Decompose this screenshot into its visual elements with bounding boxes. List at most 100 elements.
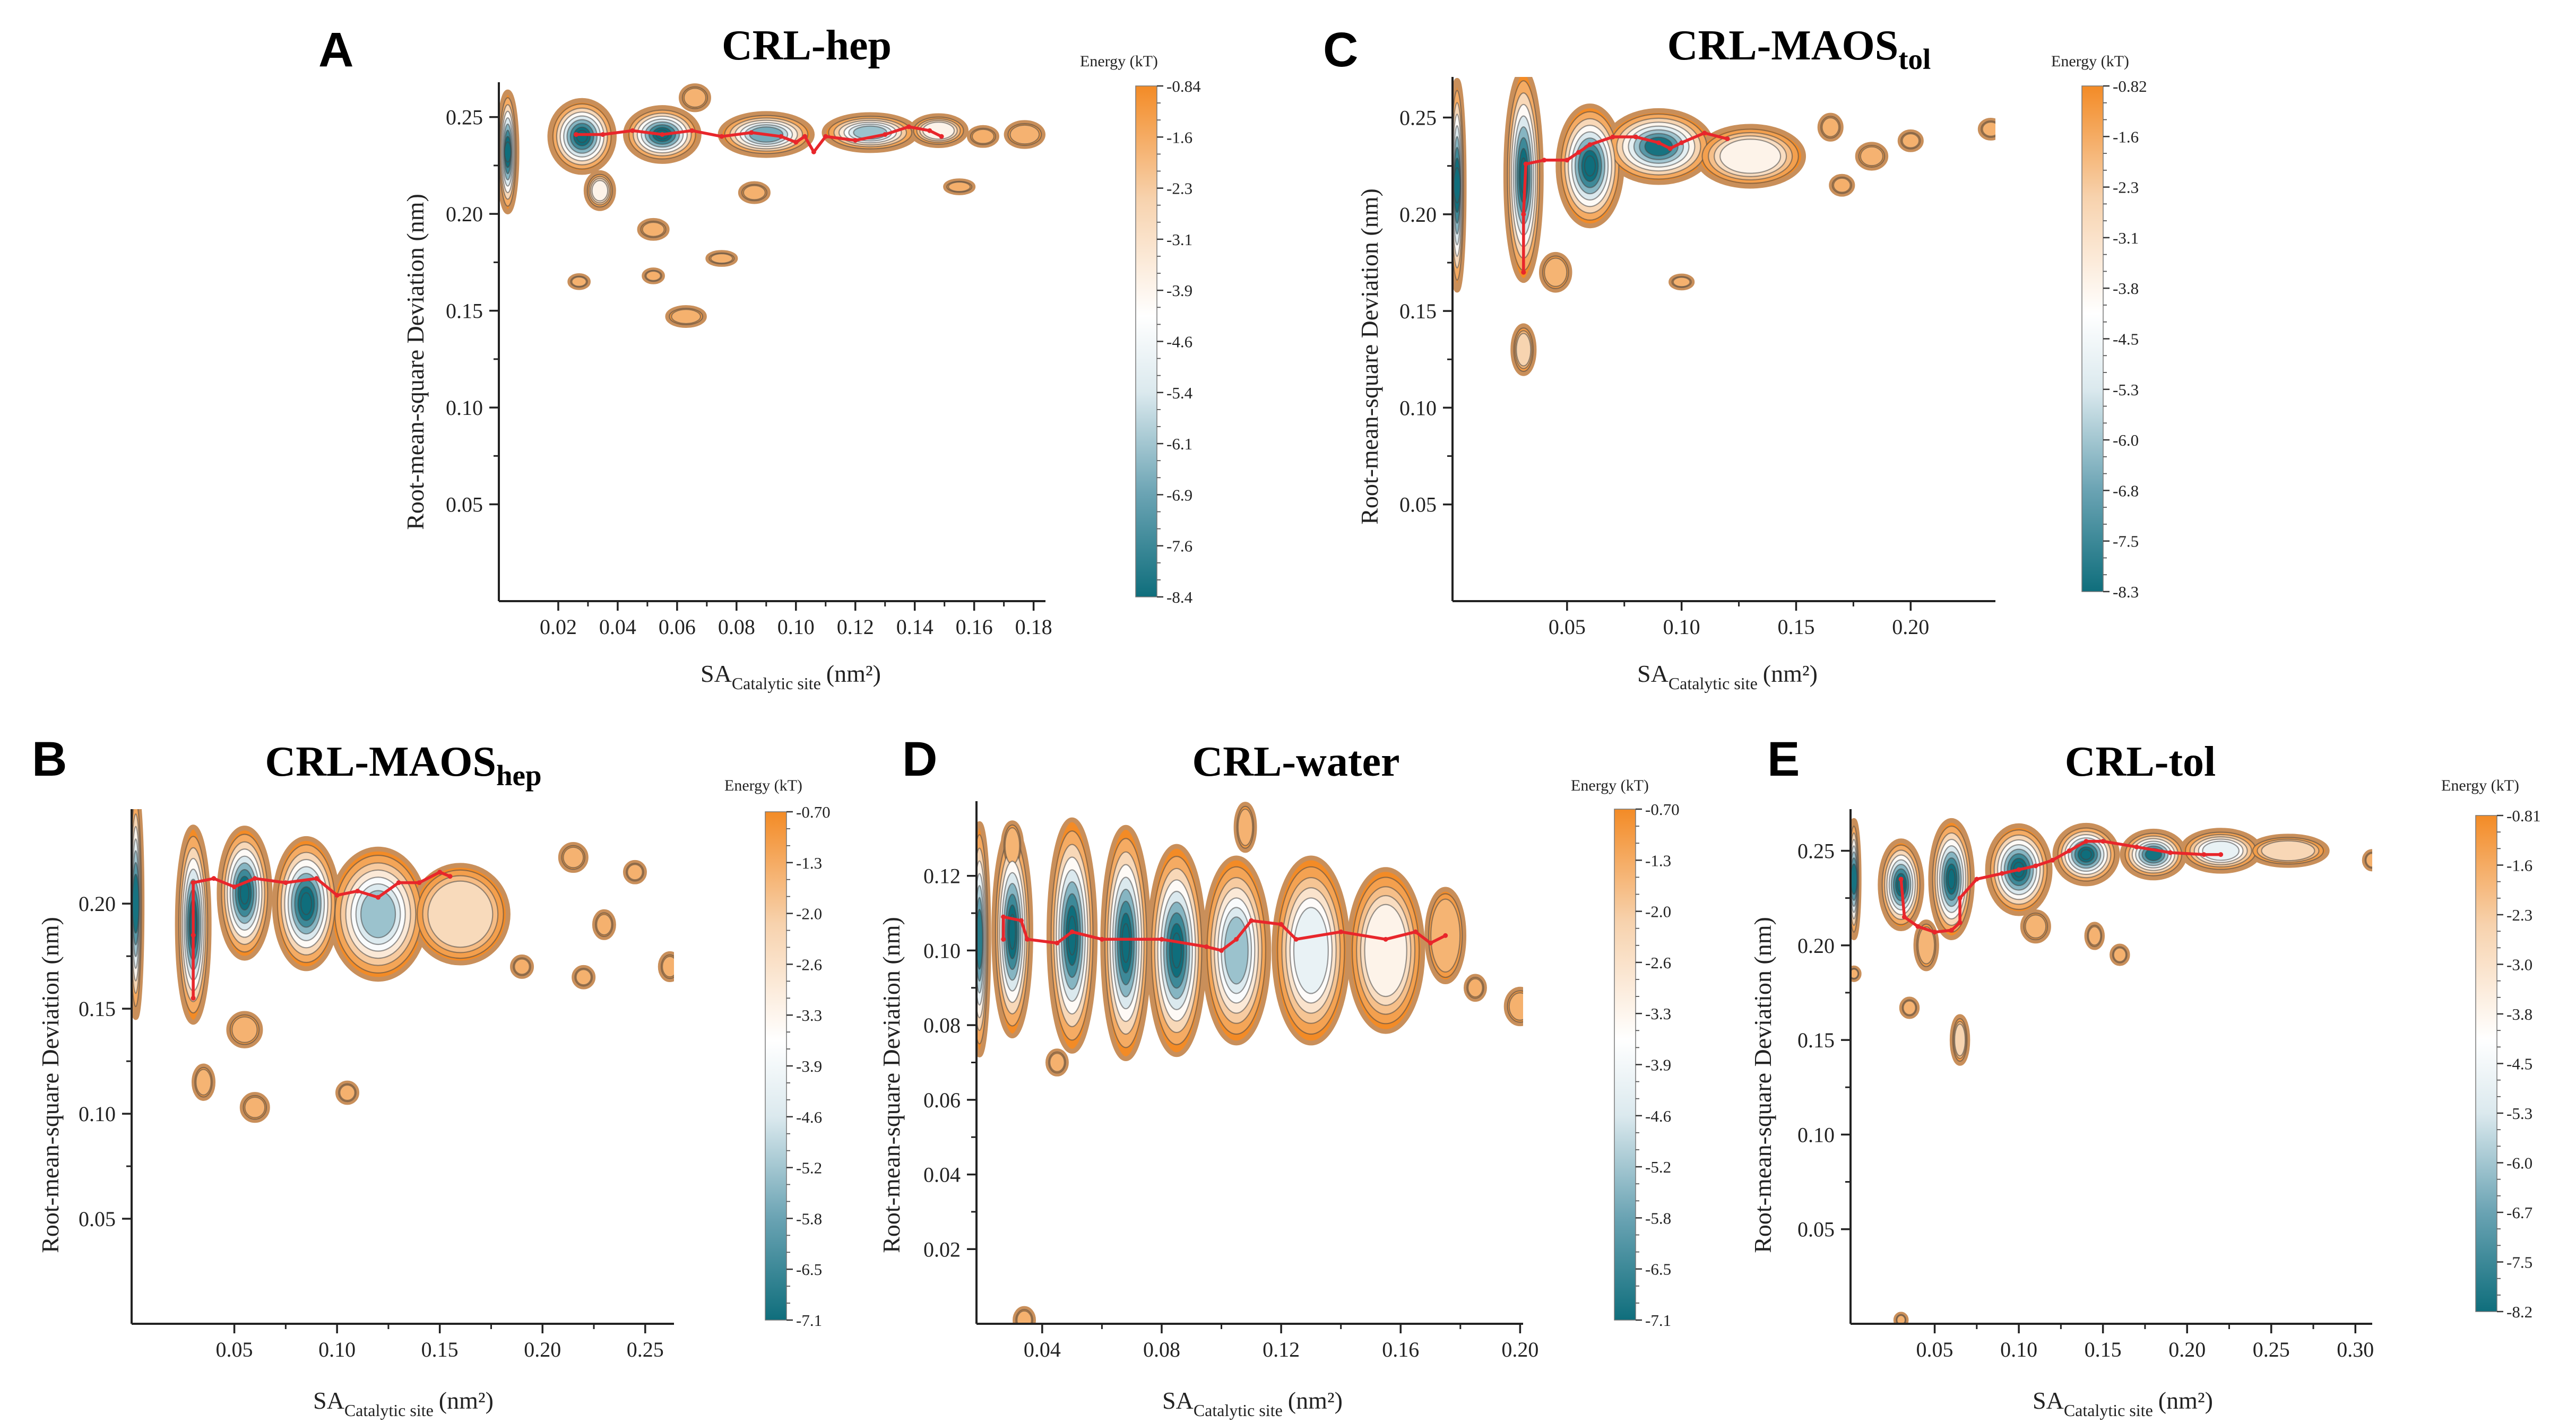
x-tick-label-b-0: 0.05 bbox=[216, 1338, 253, 1361]
x-axis-label-b: SACatalytic site (nm²) bbox=[313, 1387, 494, 1420]
colorbar-tick-label-a-2: -2.3 bbox=[1166, 179, 1192, 198]
path-point-a-15 bbox=[927, 128, 932, 133]
energy-contour-b-w5-l3 bbox=[427, 880, 494, 948]
energy-contour-b-w4-l6 bbox=[360, 890, 396, 939]
colorbar-title-c: Energy (kT) bbox=[2051, 53, 2129, 70]
y-tick-label-c-1: 0.10 bbox=[1399, 396, 1437, 420]
path-point-e-5 bbox=[1957, 920, 1963, 925]
energy-contour-d-w14-l2 bbox=[1016, 1310, 1032, 1324]
path-point-c-4 bbox=[1564, 158, 1570, 163]
path-point-e-16 bbox=[2167, 850, 2173, 855]
colorbar-gradient-c bbox=[2081, 85, 2104, 592]
path-point-e-0 bbox=[1898, 877, 1904, 882]
colorbar-tick-label-a-5: -4.6 bbox=[1166, 333, 1192, 351]
energy-contour-d-w4-l8 bbox=[1171, 932, 1182, 969]
y-tick-label-a-1: 0.10 bbox=[446, 396, 483, 420]
colorbar-tick-label-d-5: -3.9 bbox=[1645, 1056, 1671, 1074]
energy-contour-d-w3-l8 bbox=[1121, 923, 1130, 964]
y-tick-label-e-4: 0.25 bbox=[1797, 839, 1835, 863]
path-point-b-10 bbox=[376, 895, 381, 900]
x-tick-label-d-1: 0.08 bbox=[1143, 1338, 1180, 1361]
y-tick-label-c-2: 0.15 bbox=[1399, 299, 1437, 323]
path-point-b-9 bbox=[355, 888, 360, 893]
panel-title-c: CRL-MAOStol bbox=[1667, 22, 1931, 75]
path-point-e-10 bbox=[2033, 863, 2038, 869]
energy-contour-e-w15-l2 bbox=[1896, 1315, 1906, 1324]
panel-c: C CRL-MAOStol 0.05 0.10 0.15 0.200.050.100.… bbox=[1323, 22, 2147, 693]
energy-contour-b-w2-l8 bbox=[239, 881, 250, 905]
energy-contour-e-w7-l3 bbox=[2261, 840, 2315, 862]
path-point-b-5 bbox=[252, 876, 257, 881]
path-point-a-3 bbox=[660, 132, 665, 137]
y-axis-label-b: Root-mean-square Deviation (nm) bbox=[37, 917, 64, 1253]
plot-area-c: 0.05 0.10 0.15 0.20 0.05 0.10 0.15 0.20 0.25 bbox=[1399, 77, 1995, 639]
panel-title-e: CRL-tol bbox=[2065, 739, 2216, 785]
energy-contour-e-w2-l8 bbox=[1947, 869, 1956, 890]
colorbar-tick-label-c-8: -6.8 bbox=[2113, 481, 2139, 500]
plot-area-b: 0.05 0.10 0.15 0.20 0.25 0.05 0.10 0.15 0.20 bbox=[79, 809, 674, 1361]
path-point-c-8 bbox=[1633, 134, 1638, 140]
colorbar-title-e: Energy (kT) bbox=[2441, 777, 2519, 794]
y-tick-label-a-4: 0.25 bbox=[446, 106, 483, 129]
colorbar-gradient-e bbox=[2475, 815, 2497, 1312]
y-axis-label-c: Root-mean-square Deviation (nm) bbox=[1356, 188, 1383, 525]
colorbar-tick-label-d-0: -0.70 bbox=[1645, 800, 1680, 819]
y-tick-label-e-0: 0.05 bbox=[1797, 1218, 1835, 1242]
energy-contour-e-w11-l2 bbox=[2025, 914, 2047, 939]
colorbar-tick-label-d-2: -2.0 bbox=[1645, 903, 1671, 921]
x-axis-label-c: SACatalytic site (nm²) bbox=[1637, 660, 1818, 693]
path-point-b-13 bbox=[437, 870, 443, 875]
panel-title-a: CRL-hep bbox=[722, 22, 892, 69]
path-point-a-16 bbox=[939, 134, 944, 139]
axes-b: 0.05 0.10 0.15 0.20 0.25 0.05 0.10 0.15 0.20 bbox=[79, 809, 674, 1361]
x-axis-label-e: SACatalytic site (nm²) bbox=[2033, 1387, 2213, 1420]
colorbar-tick-label-a-9: -7.6 bbox=[1166, 537, 1192, 556]
path-point-c-13 bbox=[1725, 136, 1730, 142]
colorbar-c: Energy (kT) -0.82 -1.6 -2.3 -3.1 -3.8 -4.5 -5.3… bbox=[2051, 53, 2147, 601]
path-point-e-7 bbox=[1974, 877, 1979, 882]
energy-contour-e-w14-l2 bbox=[2365, 853, 2372, 868]
y-tick-label-d-2: 0.06 bbox=[923, 1088, 961, 1112]
panel-letter-d: D bbox=[902, 732, 937, 786]
energy-contour-a-w11-l2 bbox=[710, 253, 733, 264]
colorbar-tick-label-c-5: -4.5 bbox=[2113, 330, 2139, 349]
energy-contour-b-w6-l2 bbox=[195, 1069, 212, 1096]
y-tick-label-d-5: 0.12 bbox=[923, 864, 961, 888]
colorbar-tick-label-d-6: -4.6 bbox=[1645, 1107, 1671, 1125]
x-tick-label-a-3: 0.08 bbox=[718, 615, 755, 639]
path-point-a-5 bbox=[719, 134, 724, 139]
path-point-d-11 bbox=[1249, 918, 1254, 923]
colorbar-tick-label-a-6: -5.4 bbox=[1166, 384, 1193, 402]
y-axis-label-e: Root-mean-square Deviation (nm) bbox=[1749, 917, 1776, 1253]
colorbar-tick-label-e-5: -4.5 bbox=[2506, 1055, 2532, 1073]
y-tick-label-d-1: 0.04 bbox=[923, 1163, 961, 1187]
path-point-a-8 bbox=[793, 140, 799, 145]
path-point-c-6 bbox=[1587, 142, 1593, 147]
panel-letter-e: E bbox=[1767, 732, 1800, 786]
y-axis-label-d: Root-mean-square Deviation (nm) bbox=[878, 917, 905, 1253]
path-point-c-7 bbox=[1610, 134, 1615, 140]
path-point-c-12 bbox=[1702, 131, 1707, 136]
path-point-d-4 bbox=[1054, 940, 1060, 945]
y-tick-label-a-3: 0.20 bbox=[446, 202, 483, 226]
colorbar-tick-label-b-0: -0.70 bbox=[796, 803, 831, 821]
colorbar-gradient-b bbox=[765, 811, 787, 1321]
path-point-e-3 bbox=[1932, 930, 1938, 935]
colorbar-title-a: Energy (kT) bbox=[1080, 53, 1158, 70]
energy-contour-c-w12-l2 bbox=[1832, 177, 1851, 193]
y-axis-label-a: Root-mean-square Deviation (nm) bbox=[402, 194, 429, 530]
energy-contour-d-w11-l2 bbox=[1237, 808, 1254, 846]
x-tick-label-d-2: 0.12 bbox=[1263, 1338, 1300, 1361]
path-point-c-11 bbox=[1679, 140, 1684, 145]
path-point-d-1 bbox=[1001, 914, 1006, 919]
path-point-a-2 bbox=[630, 128, 635, 133]
x-tick-label-d-0: 0.04 bbox=[1024, 1338, 1061, 1361]
x-tick-label-d-3: 0.16 bbox=[1382, 1338, 1419, 1361]
path-point-d-17 bbox=[1428, 940, 1433, 945]
colorbar-tick-label-a-8: -6.9 bbox=[1166, 485, 1192, 504]
colorbar-tick-label-b-2: -2.0 bbox=[796, 905, 822, 923]
energy-contour-b-w3-l8 bbox=[300, 892, 313, 915]
energy-contour-c-w9-l2 bbox=[1901, 133, 1920, 149]
colorbar-gradient-d bbox=[1614, 809, 1636, 1321]
